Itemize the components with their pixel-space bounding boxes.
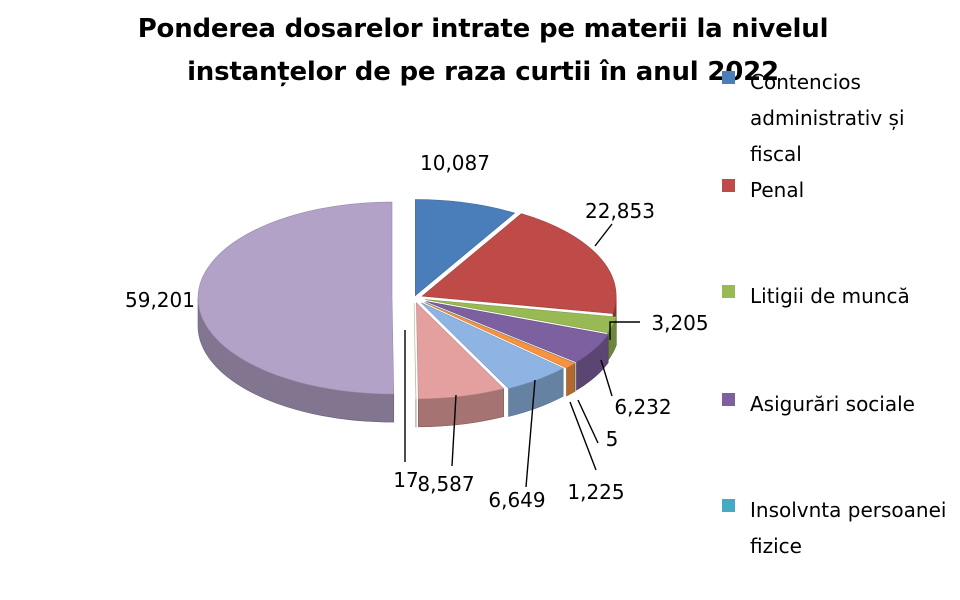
leader-line-7 <box>451 394 457 467</box>
pie-slice-6 <box>420 302 564 389</box>
chart-title: Ponderea dosarelor intrate pe materii la… <box>92 8 874 94</box>
legend-label-insolventa: Insolvnta persoanei fizice <box>750 498 947 558</box>
pie-slice-7 <box>416 302 505 400</box>
pie-slice-1 <box>421 213 617 314</box>
legend-swatch-litigii <box>722 285 735 298</box>
legend-swatch-insolventa <box>722 499 735 512</box>
leader-line-1 <box>594 223 613 247</box>
legend-swatch-asigurari <box>722 393 735 406</box>
leader-line-6 <box>525 379 536 488</box>
pie-slice-2 <box>425 299 617 334</box>
legend-label-penal: Penal <box>750 178 805 202</box>
legend-label-asigurari: Asigurări sociale <box>750 392 915 416</box>
data-label-9: 59,201 <box>125 288 195 312</box>
data-label-2: 3,205 <box>651 311 708 335</box>
pie-slice-3 <box>426 301 609 363</box>
legend-label-contencios: Contencios administrativ și fiscal <box>750 70 905 166</box>
legend-swatch-penal <box>722 179 735 192</box>
data-label-4: 5 <box>606 427 619 451</box>
leader-line-2 <box>609 321 640 340</box>
chart-title-line-2: instanțelor de pe raza curtii în anul 20… <box>187 57 779 87</box>
pie-slice-0 <box>415 199 516 297</box>
legend-label-litigii: Litigii de muncă <box>750 284 910 308</box>
pie-slice-side-5 <box>566 362 576 397</box>
data-label-5: 1,225 <box>567 480 624 504</box>
leader-line-5 <box>569 401 597 471</box>
leader-line-3 <box>600 359 613 397</box>
leader-line-4 <box>577 399 599 444</box>
data-label-3: 6,232 <box>614 395 671 419</box>
data-label-7: 8,587 <box>417 472 474 496</box>
data-label-1: 22,853 <box>585 199 655 223</box>
data-label-8: 17 <box>393 468 418 492</box>
legend-swatch-contencios <box>722 71 735 84</box>
data-label-6: 6,649 <box>488 488 545 512</box>
pie-slice-5 <box>424 302 576 369</box>
data-label-0: 10,087 <box>420 151 490 175</box>
pie-slice-9 <box>197 201 395 395</box>
pie-slice-8 <box>413 302 417 400</box>
chart-title-line-1: Ponderea dosarelor intrate pe materii la… <box>137 14 829 44</box>
